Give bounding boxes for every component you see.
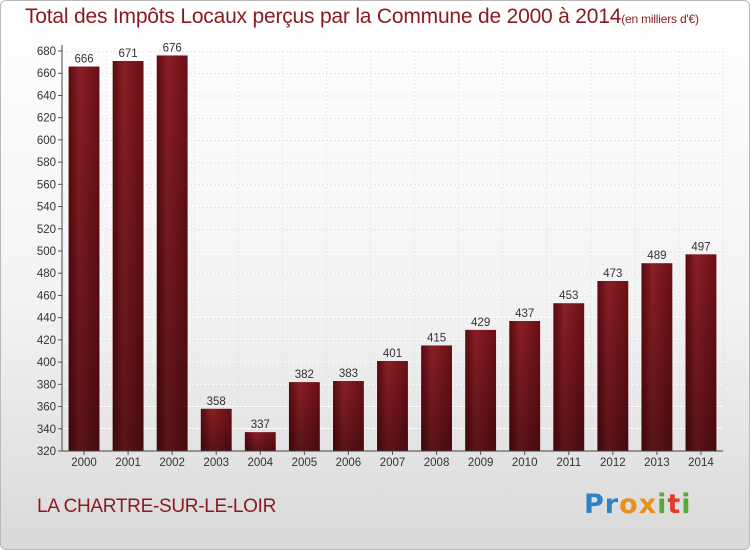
logo-letter: t (667, 489, 682, 520)
y-tick-label: 500 (37, 246, 56, 258)
x-tick-label: 2000 (71, 457, 97, 469)
y-tick-label: 580 (37, 157, 56, 169)
bar-value-label: 489 (647, 250, 666, 262)
x-tick-label: 2003 (203, 457, 229, 469)
y-tick-label: 360 (37, 402, 56, 414)
logo-letter: r (604, 489, 620, 520)
bar-shade (597, 281, 629, 451)
bar-value-label: 382 (295, 369, 314, 381)
bar-value-label: 337 (251, 419, 270, 431)
x-tick-label: 2007 (380, 457, 406, 469)
y-tick-label: 620 (37, 113, 56, 125)
proxiti-logo[interactable]: Proxiti (584, 489, 692, 520)
bar-shade (244, 432, 276, 451)
y-tick-label: 420 (37, 335, 56, 347)
bar-value-label: 437 (515, 308, 534, 320)
logo-letter: x (638, 489, 658, 520)
bar-shade (553, 303, 585, 451)
bar-value-label: 415 (427, 332, 446, 344)
x-tick-label: 2011 (556, 457, 581, 469)
bar-value-label: 358 (207, 396, 226, 408)
bar-value-label: 383 (339, 368, 358, 380)
bar-value-label: 473 (603, 268, 622, 280)
commune-name: LA CHARTRE-SUR-LE-LOIR (37, 496, 277, 517)
logo-letter: P (584, 489, 605, 520)
bar-value-label: 671 (119, 48, 138, 60)
x-tick-label: 2005 (292, 457, 318, 469)
y-tick-label: 560 (37, 179, 56, 191)
bar-value-label: 497 (691, 241, 710, 253)
bar-shade (156, 55, 188, 451)
chart-title: Total des Impôts Locaux perçus par la Co… (25, 5, 745, 29)
y-tick-label: 460 (37, 290, 56, 302)
bars: 666 671 676 358 337 382 383 401 415 429 437 453 473 4… (68, 42, 717, 452)
y-tick-label: 680 (37, 46, 56, 58)
y-tick-label: 520 (37, 224, 56, 236)
bar-shade (333, 381, 364, 451)
bar-shade (509, 321, 541, 451)
x-tick-label: 2013 (644, 457, 670, 469)
bar-value-label: 429 (471, 317, 490, 329)
x-tick-label: 2008 (424, 457, 450, 469)
y-tick-label: 540 (37, 202, 56, 214)
y-tick-label: 480 (37, 268, 56, 280)
bar-shade (465, 329, 497, 451)
logo-letter: i (681, 489, 692, 520)
y-tick-label: 340 (37, 424, 56, 436)
bar-shade (200, 408, 232, 451)
bar-value-label: 401 (383, 348, 402, 360)
logo-letter: o (619, 489, 639, 520)
y-tick-label: 600 (37, 135, 56, 147)
y-tick-label: 400 (37, 357, 56, 369)
bar-shade (68, 66, 100, 452)
bar-shade (641, 263, 673, 451)
y-tick-label: 640 (37, 90, 56, 102)
bar-value-label: 676 (163, 42, 182, 54)
bar-shade (112, 61, 144, 451)
x-tick-label: 2014 (688, 457, 714, 469)
x-tick-label: 2009 (468, 457, 494, 469)
y-axis: 320 340 360 380 400 420 440 460 480 500 520 540 560 5… (37, 45, 63, 458)
logo-letter: i (657, 489, 668, 520)
y-tick-label: 440 (37, 313, 56, 325)
bar-value-label: 666 (74, 54, 93, 66)
bar-shade (685, 254, 717, 451)
bar-shade (288, 382, 320, 451)
x-tick-label: 2010 (512, 457, 538, 469)
y-tick-label: 380 (37, 379, 56, 391)
y-tick-label: 320 (37, 446, 56, 458)
bar-shade (377, 361, 408, 451)
y-tick-label: 660 (37, 68, 56, 80)
title-text: Total des Impôts Locaux perçus par la Co… (25, 5, 622, 28)
x-axis: 2000 2001 2002 2003 2004 2005 2006 2007 2008 2009… (62, 450, 723, 469)
x-tick-label: 2002 (159, 457, 185, 469)
x-tick-label: 2004 (248, 457, 274, 469)
bar-shade (421, 345, 452, 451)
x-tick-label: 2006 (336, 457, 362, 469)
x-tick-label: 2001 (115, 457, 141, 469)
title-unit: (en milliers d'€) (621, 12, 699, 26)
x-tick-label: 2012 (600, 457, 626, 469)
bar-value-label: 453 (559, 290, 578, 302)
